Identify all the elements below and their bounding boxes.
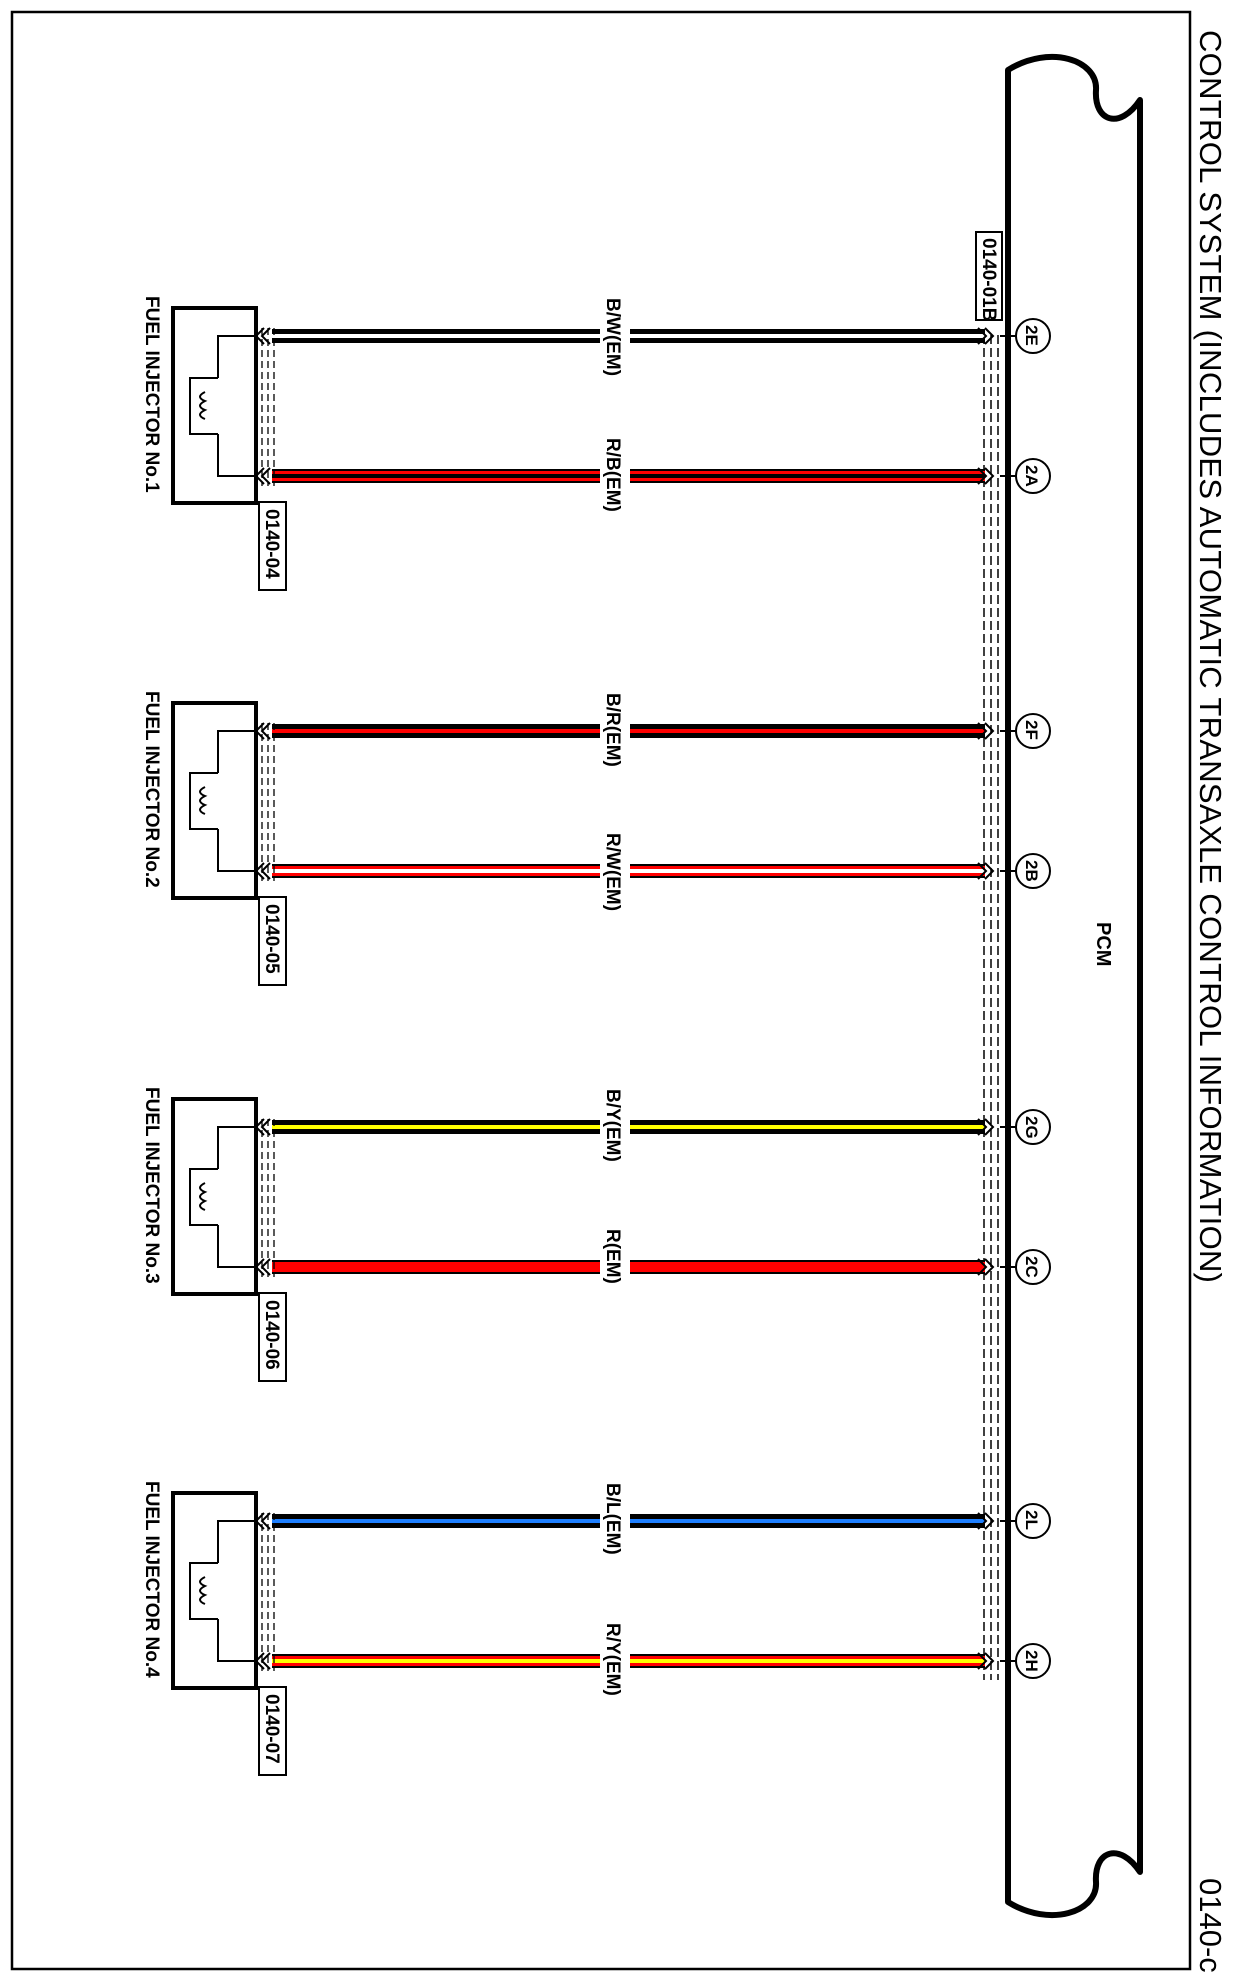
wire-label: B/W(EM) xyxy=(602,298,623,376)
wire-label: R/W(EM) xyxy=(602,833,623,911)
wire-label-gap xyxy=(600,1649,630,1673)
injector-coil-lead xyxy=(217,1520,256,1662)
injector-coil-frame xyxy=(189,377,218,435)
wire-label-gap xyxy=(600,1255,630,1279)
injector-coil-frame xyxy=(189,772,218,830)
wire-label: B/L(EM) xyxy=(602,1483,623,1555)
injector-connector-tag xyxy=(258,1686,287,1776)
wire-label-gap xyxy=(600,859,630,883)
injector-name: FUEL INJECTOR No.1 xyxy=(141,296,162,493)
coil-icon xyxy=(199,1576,208,1605)
injector-name: FUEL INJECTOR No.3 xyxy=(141,1087,162,1284)
wires-layer: B/W(EM) 2E R/B(EM) 2A B/R(EM) 2F R/W(EM) 2B B/Y(… xyxy=(254,298,1051,1696)
wire-label-gap xyxy=(600,719,630,743)
injector-name: FUEL INJECTOR No.4 xyxy=(141,1481,162,1678)
wire: R/W(EM) 2B xyxy=(254,833,1051,911)
pcm-connector-code-tag: 0140-01B xyxy=(975,231,1003,321)
injector-coil-frame xyxy=(189,1168,218,1226)
coil-icon xyxy=(199,391,208,420)
page-code: 0140-c xyxy=(1193,1878,1228,1973)
injector-connector-tag xyxy=(258,1292,287,1382)
connector-chevron-icon xyxy=(977,1512,995,1530)
injector-connector-code: 0140-07 xyxy=(261,1694,282,1764)
connector-chevron-icon xyxy=(977,327,995,345)
pin-label: 2A xyxy=(1022,465,1041,487)
wire: R/B(EM) 2A xyxy=(254,438,1051,512)
connector-chevron-icon xyxy=(977,722,995,740)
page-title: CONTROL SYSTEM (INCLUDES AUTOMATIC TRANS… xyxy=(1193,30,1228,1283)
wire-label-gap xyxy=(600,1115,630,1139)
wire-label: R(EM) xyxy=(602,1229,623,1284)
injector-group: FUEL INJECTOR No.1 0140-04 xyxy=(141,296,287,591)
wire-label: R/Y(EM) xyxy=(602,1623,623,1696)
wire: B/L(EM) 2L xyxy=(254,1483,1051,1555)
connector-chevron-icon xyxy=(977,467,995,485)
injector-connector-tag xyxy=(258,896,287,986)
diagram-frame xyxy=(10,10,1192,1971)
pin-label: 2E xyxy=(1022,325,1041,346)
pin-label: 2B xyxy=(1022,860,1041,882)
injector-group: FUEL INJECTOR No.2 0140-05 xyxy=(141,691,287,986)
connector-chevron-icon xyxy=(977,1118,995,1136)
injector-coil-lead xyxy=(217,335,256,477)
wire-label: B/R(EM) xyxy=(602,693,623,767)
injector-name: FUEL INJECTOR No.2 xyxy=(141,691,162,888)
injector-box xyxy=(171,1097,258,1296)
injector-box xyxy=(171,306,258,505)
pin-label: 2G xyxy=(1022,1116,1041,1139)
wire-label: B/Y(EM) xyxy=(602,1089,623,1162)
pin-label: 2F xyxy=(1022,720,1041,740)
coil-icon xyxy=(199,786,208,815)
wire-label-gap xyxy=(600,1509,630,1533)
pin-label: 2L xyxy=(1022,1510,1041,1530)
coil-icon xyxy=(199,1182,208,1211)
wire: R(EM) 2C xyxy=(254,1229,1051,1285)
injector-connector-tag xyxy=(258,501,287,591)
injector-connector-code: 0140-06 xyxy=(261,1300,282,1370)
injector-coil-lead xyxy=(217,1126,256,1268)
wire: B/W(EM) 2E xyxy=(254,298,1051,376)
connector-chevron-icon xyxy=(977,1652,995,1670)
injector-connector-code: 0140-04 xyxy=(261,509,282,579)
injector-box xyxy=(171,1491,258,1690)
wire-label-gap xyxy=(600,324,630,348)
injector-box xyxy=(171,701,258,900)
pcm-outline xyxy=(1005,53,1143,1919)
wire: B/Y(EM) 2G xyxy=(254,1089,1051,1162)
pin-label: 2C xyxy=(1022,1256,1041,1278)
injector-group: FUEL INJECTOR No.4 0140-07 xyxy=(141,1481,287,1776)
pcm-connector-code: 0140-01B xyxy=(978,238,999,321)
wire-label: R/B(EM) xyxy=(602,438,623,512)
connector-chevron-icon xyxy=(977,1258,995,1276)
connector-chevron-icon xyxy=(977,862,995,880)
pcm-label: PCM xyxy=(1092,922,1114,966)
injector-coil-frame xyxy=(189,1562,218,1620)
pin-label: 2H xyxy=(1022,1650,1041,1672)
wire-label-gap xyxy=(600,464,630,488)
wire: B/R(EM) 2F xyxy=(254,693,1051,767)
wire: R/Y(EM) 2H xyxy=(254,1623,1051,1696)
injector-group: FUEL INJECTOR No.3 0140-06 xyxy=(141,1087,287,1382)
injector-coil-lead xyxy=(217,730,256,872)
injector-connector-code: 0140-05 xyxy=(261,904,282,974)
